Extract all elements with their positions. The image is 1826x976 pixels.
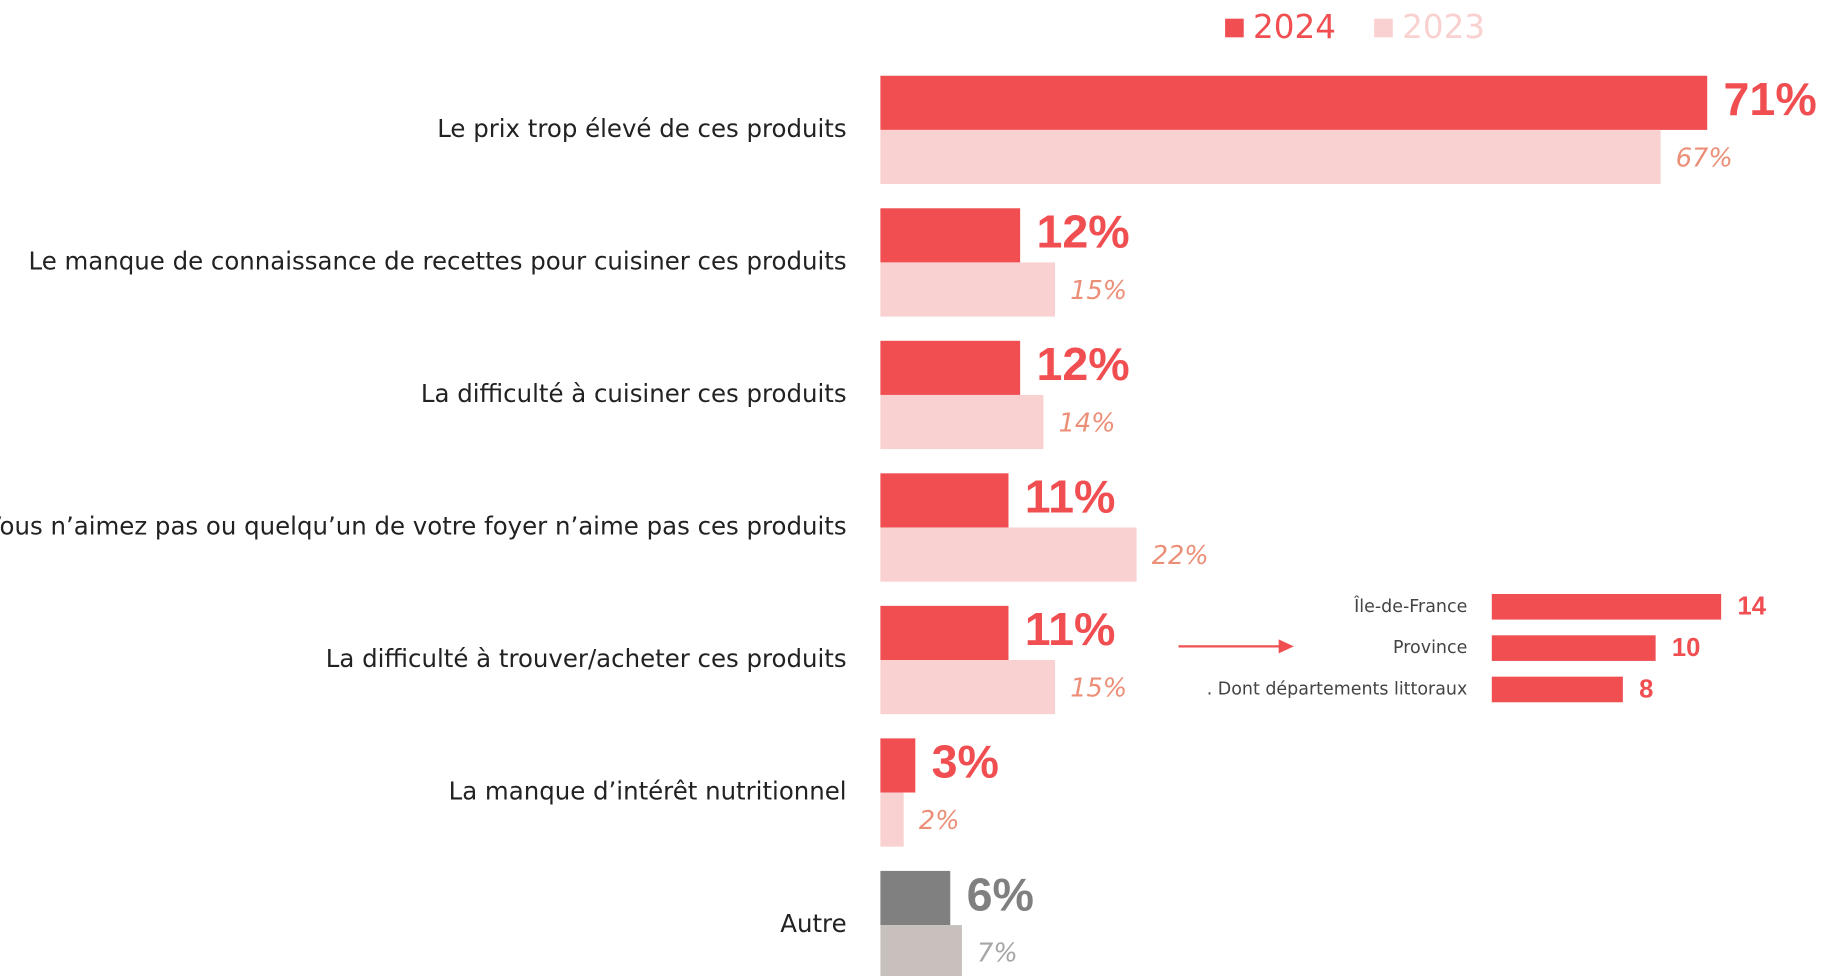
bar <box>880 792 904 847</box>
inset-value-label: 14 <box>1737 593 1766 621</box>
value-label: 12% <box>1036 206 1129 258</box>
inset-category-label: Province <box>1393 638 1467 658</box>
category-label: Le prix trop élevé de ces produits <box>437 114 846 143</box>
inset-bar <box>1491 676 1623 703</box>
bar <box>880 208 1021 263</box>
category-label: Le manque de connaissance de recettes po… <box>29 246 847 275</box>
value-label: 71% <box>1724 73 1817 125</box>
inset-bar <box>1491 593 1722 620</box>
bar <box>880 262 1056 317</box>
value-label: 6% <box>967 868 1034 920</box>
legend-swatch <box>1225 18 1244 38</box>
bar <box>880 925 962 976</box>
value-label: 11% <box>1025 603 1116 655</box>
category-label: La difficulté à trouver/acheter ces prod… <box>326 644 847 673</box>
category-label: Autre <box>780 909 846 938</box>
value-label: 15% <box>1070 673 1127 703</box>
arrow-head <box>1278 639 1294 654</box>
inset-value-label: 8 <box>1639 675 1653 703</box>
value-label: 2% <box>919 806 960 836</box>
bar <box>880 473 1009 528</box>
bar <box>880 394 1044 450</box>
bar <box>880 660 1056 715</box>
category-label: La manque d’intérêt nutritionnel <box>449 777 847 806</box>
value-label: 7% <box>977 938 1018 968</box>
value-label: 3% <box>932 736 999 788</box>
inset-value-label: 10 <box>1672 634 1701 662</box>
value-label: 11% <box>1025 471 1116 523</box>
legend-swatch <box>1374 18 1393 38</box>
bar <box>880 340 1021 395</box>
value-label: 12% <box>1036 338 1129 390</box>
inset-bar <box>1491 635 1656 661</box>
legend-label: 2023 <box>1402 8 1485 46</box>
bar <box>880 605 1009 661</box>
bar <box>880 738 916 793</box>
category-label: La difficulté à cuisiner ces produits <box>421 379 847 408</box>
bar <box>880 527 1137 582</box>
value-label: 22% <box>1152 541 1209 571</box>
bar <box>880 129 1661 185</box>
category-label: Vous n’aimez pas ou quelqu’un de votre f… <box>0 511 847 540</box>
value-label: 15% <box>1070 276 1127 306</box>
inset-category-label: Île-de-France <box>1353 595 1467 617</box>
value-label: 14% <box>1059 408 1116 438</box>
inset-category-label: . Dont départements littoraux <box>1207 679 1468 699</box>
legend-label: 2024 <box>1253 8 1336 46</box>
bar <box>880 75 1708 130</box>
value-label: 67% <box>1676 143 1733 173</box>
bar <box>880 870 951 926</box>
